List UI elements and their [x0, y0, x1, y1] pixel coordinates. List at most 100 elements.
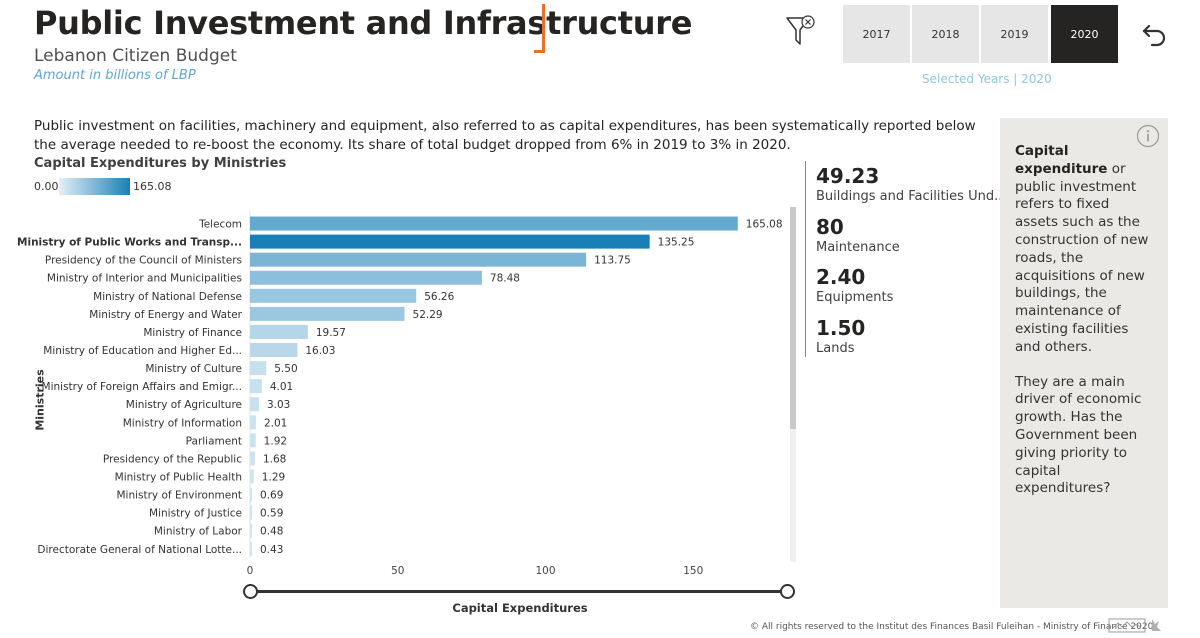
back-arrow-icon[interactable]: [1140, 20, 1170, 50]
category-label: Ministry of Agriculture: [126, 399, 242, 411]
bar-value-label: 165.08: [746, 219, 783, 231]
bar-value-label: 135.25: [658, 237, 695, 249]
category-label: Parliament: [186, 435, 242, 447]
kpi-label: Buildings and Facilities Und...: [816, 189, 1007, 204]
bar[interactable]: [250, 469, 254, 484]
intro-paragraph: Public investment on facilities, machine…: [34, 118, 976, 153]
x-tick-label: 100: [535, 565, 555, 577]
bar[interactable]: [250, 361, 267, 376]
bar[interactable]: [250, 252, 587, 267]
bar-value-label: 52.29: [413, 309, 443, 321]
kpi-label: Equipments: [816, 290, 894, 305]
x-tick-label: 150: [683, 565, 703, 577]
bar[interactable]: [250, 306, 405, 321]
bar-value-label: 0.69: [260, 490, 283, 502]
selected-years-label: Selected Years | 2020: [922, 72, 1052, 86]
bar[interactable]: [250, 270, 482, 285]
bar[interactable]: [250, 487, 253, 502]
unit-note: Amount in billions of LBP: [34, 68, 196, 83]
kpi-label: Maintenance: [816, 240, 900, 255]
page-subtitle: Lebanon Citizen Budget: [34, 46, 237, 66]
kpi-value: 2.40: [816, 265, 866, 289]
bar-value-label: 78.48: [490, 273, 520, 285]
year-button-2018[interactable]: 2018: [912, 5, 979, 63]
kpi-value: 80: [816, 215, 844, 239]
range-slider-min-handle[interactable]: [243, 584, 258, 599]
legend-max-label: 165.08: [133, 180, 172, 193]
bar[interactable]: [250, 216, 738, 231]
category-label: Directorate General of National Lotte...: [37, 544, 242, 556]
institute-logo-icon: [1108, 618, 1161, 633]
side-panel-heading: Capital expenditure: [1015, 143, 1108, 177]
bar-value-label: 1.68: [263, 453, 286, 465]
bar[interactable]: [250, 505, 252, 520]
bar-value-label: 0.59: [260, 508, 283, 520]
category-label: Ministry of National Defense: [93, 291, 242, 303]
bar-value-label: 4.01: [270, 381, 293, 393]
category-label: Ministry of Labor: [154, 526, 243, 538]
bar-value-label: 1.92: [264, 435, 287, 447]
category-label: Presidency of the Council of Ministers: [45, 255, 242, 267]
side-panel-paragraph-2: They are a main driver of economic growt…: [1015, 373, 1142, 497]
bar[interactable]: [250, 433, 256, 448]
kpi-card-buildings: 49.23 Buildings and Facilities Und...: [816, 164, 1006, 206]
bar[interactable]: [250, 343, 298, 358]
x-axis-title: Capital Expenditures: [452, 601, 588, 615]
bar[interactable]: [250, 324, 308, 339]
kpi-card-equipments: 2.40 Equipments: [816, 265, 893, 307]
bar[interactable]: [250, 415, 256, 430]
kpi-divider: [805, 161, 806, 357]
info-icon[interactable]: [1136, 124, 1160, 148]
category-label: Ministry of Finance: [143, 327, 242, 339]
category-label: Ministry of Culture: [145, 363, 242, 375]
kpi-value: 1.50: [816, 316, 866, 340]
footer-copyright: © All rights reserved to the Institut de…: [750, 622, 1154, 632]
category-label: Ministry of Education and Higher Ed...: [43, 345, 242, 357]
bar[interactable]: [250, 379, 262, 394]
year-button-2017[interactable]: 2017: [843, 5, 910, 63]
category-label: Presidency of the Republic: [103, 453, 242, 465]
category-label: Telecom: [198, 219, 242, 231]
category-label: Ministry of Justice: [149, 508, 242, 520]
range-slider-track[interactable]: [250, 590, 787, 593]
side-panel-paragraph-1: or public investment refers to fixed ass…: [1015, 160, 1149, 355]
kpi-card-lands: 1.50 Lands: [816, 316, 865, 358]
bar-value-label: 3.03: [267, 399, 290, 411]
bar-value-label: 113.75: [594, 255, 631, 267]
bar[interactable]: [250, 541, 252, 556]
category-label: Ministry of Foreign Affairs and Emigr...: [42, 381, 242, 393]
bar-value-label: 19.57: [316, 327, 346, 339]
category-label: Ministry of Public Health: [115, 472, 242, 484]
legend-gradient-bar: [59, 178, 130, 195]
title-accent-bracket: [534, 4, 545, 53]
bar-value-label: 5.50: [274, 363, 297, 375]
chart-title: Capital Expenditures by Ministries: [34, 156, 287, 171]
year-button-2020[interactable]: 2020: [1051, 5, 1118, 63]
bar[interactable]: [250, 451, 255, 466]
chart-scrollbar-thumb[interactable]: [790, 207, 796, 429]
legend-min-label: 0.00: [34, 180, 59, 193]
bar[interactable]: [250, 288, 417, 303]
category-label: Ministry of Information: [123, 417, 242, 429]
kpi-card-maintenance: 80 Maintenance: [816, 215, 900, 257]
category-label: Ministry of Interior and Municipalities: [47, 273, 242, 285]
x-tick-label: 0: [247, 565, 254, 577]
clear-filter-icon[interactable]: [784, 14, 818, 48]
kpi-value: 49.23: [816, 164, 880, 188]
kpi-label: Lands: [816, 341, 855, 356]
page-title: Public Investment and Infrastructure: [34, 4, 693, 42]
info-side-panel: [1000, 118, 1168, 608]
bar[interactable]: [250, 234, 650, 249]
category-label: Ministry of Environment: [116, 490, 242, 502]
bar[interactable]: [250, 397, 259, 412]
side-panel-text: Capital expenditure or public investment…: [1015, 143, 1155, 498]
bar-value-label: 1.29: [262, 472, 285, 484]
bar-value-label: 16.03: [305, 345, 335, 357]
bar-value-label: 2.01: [264, 417, 287, 429]
range-slider-max-handle[interactable]: [780, 584, 795, 599]
bar[interactable]: [250, 523, 252, 538]
x-tick-label: 50: [391, 565, 404, 577]
bar-value-label: 0.48: [260, 526, 283, 538]
year-button-2019[interactable]: 2019: [981, 5, 1048, 63]
